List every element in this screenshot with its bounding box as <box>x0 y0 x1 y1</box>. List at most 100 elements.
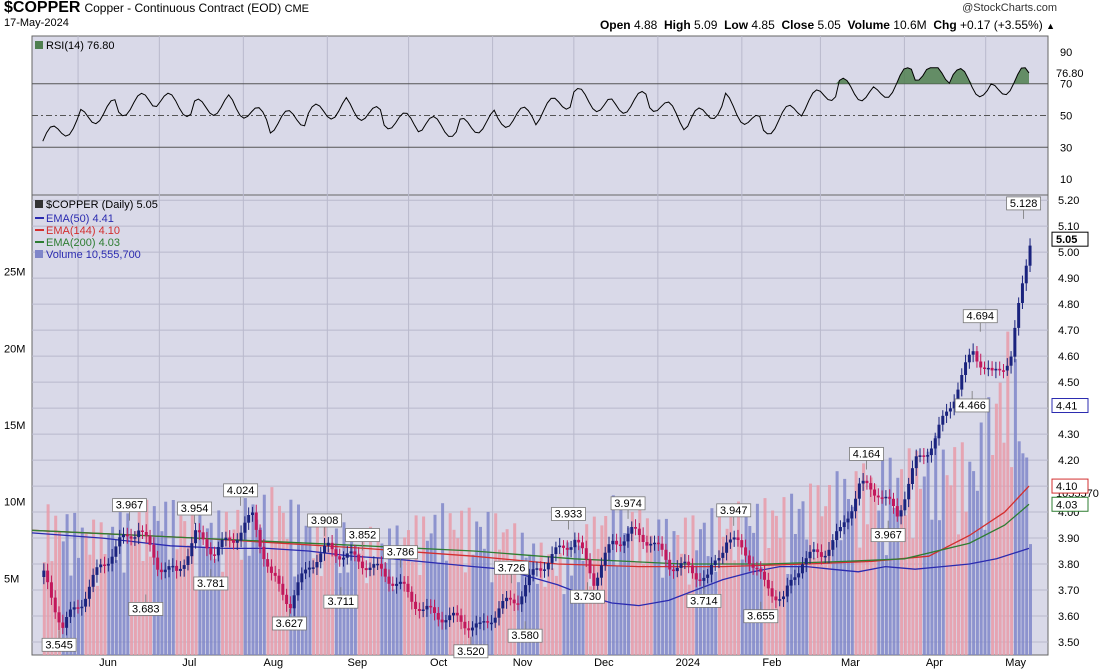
volume-bar <box>558 553 562 655</box>
volume-bar <box>987 397 991 655</box>
annotation-label: 3.974 <box>614 498 642 510</box>
volume-bar <box>687 584 691 655</box>
price-candle <box>713 560 717 565</box>
price-candle <box>398 581 402 584</box>
price-candle <box>254 512 258 530</box>
volume-bar <box>562 594 566 655</box>
price-candle <box>269 566 273 573</box>
volume-bar <box>80 527 84 655</box>
price-candle <box>455 612 459 616</box>
price-candle <box>80 606 84 609</box>
price-tick-label: 4.20 <box>1058 455 1079 467</box>
volume-bar <box>623 533 627 655</box>
price-candle <box>812 549 816 552</box>
volume-bar <box>482 548 486 655</box>
volume-bar <box>945 475 949 655</box>
volume-bar <box>668 563 672 655</box>
price-candle <box>994 368 998 371</box>
rsi-indicator <box>42 67 1030 142</box>
volume-bar <box>346 572 350 655</box>
price-tag-box <box>1051 231 1089 247</box>
annotation-label: 3.627 <box>276 618 304 630</box>
price-tick-label: 4.50 <box>1058 377 1079 389</box>
price-candle <box>797 573 801 578</box>
volume-bar <box>532 543 536 655</box>
price-candle <box>68 609 72 617</box>
price-candle <box>656 542 660 545</box>
volume-bar <box>300 543 304 655</box>
price-candle <box>554 547 558 555</box>
price-candle <box>929 448 933 456</box>
volume-bar <box>433 514 437 655</box>
price-candle <box>599 565 603 578</box>
price-candle <box>956 389 960 402</box>
price-candle <box>106 563 110 566</box>
price-tag-box <box>1051 478 1089 494</box>
volume-bar <box>407 530 410 655</box>
price-candle <box>429 605 433 608</box>
price-candle <box>273 572 277 576</box>
x-tick-label: May <box>1005 657 1026 669</box>
price-candle <box>1009 356 1013 366</box>
price-candle <box>744 547 748 556</box>
price-candle <box>903 499 907 511</box>
price-candle <box>482 621 486 623</box>
volume-label: Volume <box>847 18 890 32</box>
price-candle <box>1001 370 1005 372</box>
volume-bar <box>247 555 251 655</box>
volume-bar <box>1021 453 1025 655</box>
volume-tick-label: 10M <box>4 497 25 509</box>
volume-bar <box>1010 467 1014 655</box>
price-candle <box>706 574 710 578</box>
volume-bar <box>194 579 198 655</box>
price-candle <box>360 561 364 569</box>
price-candle <box>770 588 774 597</box>
volume-bar <box>941 449 945 655</box>
price-candle <box>129 536 133 539</box>
annotation-label: 3.520 <box>457 646 485 658</box>
volume-bar <box>171 500 175 655</box>
price-candle <box>785 585 789 597</box>
volume-bar <box>744 509 748 655</box>
x-tick-label: Sep <box>348 657 368 669</box>
price-candle <box>721 552 725 558</box>
x-tick-label: Nov <box>513 657 533 669</box>
price-candle <box>634 527 638 529</box>
price-candle <box>880 497 884 499</box>
volume-bar <box>88 554 92 655</box>
price-candle <box>873 489 877 496</box>
price-candle <box>850 511 854 519</box>
volume-bar <box>896 477 900 655</box>
volume-bar <box>884 555 888 655</box>
volume-bar <box>137 511 141 655</box>
price-tick-label: 5.00 <box>1058 247 1079 259</box>
price-candle <box>948 408 952 412</box>
volume-bar <box>737 501 740 655</box>
volume-bar <box>304 525 308 655</box>
price-candle <box>144 532 148 536</box>
volume-bar <box>619 503 623 655</box>
volume-bar <box>566 542 570 655</box>
price-candle <box>596 577 600 586</box>
rsi-current-label: 76.80 <box>1056 68 1084 80</box>
price-tag-box <box>1051 398 1089 414</box>
volume-bar <box>369 526 372 655</box>
volume-bar <box>444 560 448 655</box>
volume-bar <box>460 510 464 655</box>
price-candle <box>945 411 949 416</box>
volume-bar <box>494 513 498 655</box>
price-candle <box>323 545 327 554</box>
volume-bar <box>615 565 619 655</box>
price-candle <box>683 561 687 564</box>
annotation-label: 3.683 <box>132 603 160 615</box>
price-candle <box>133 537 137 539</box>
price-candle <box>209 548 213 555</box>
volume-bar <box>255 519 259 655</box>
volume-bar <box>539 542 543 655</box>
price-candle <box>84 598 88 607</box>
price-candle <box>535 568 539 570</box>
volume-bar <box>73 512 77 655</box>
price-candle <box>865 480 869 484</box>
price-candle <box>235 540 239 543</box>
price-candle <box>914 456 918 469</box>
